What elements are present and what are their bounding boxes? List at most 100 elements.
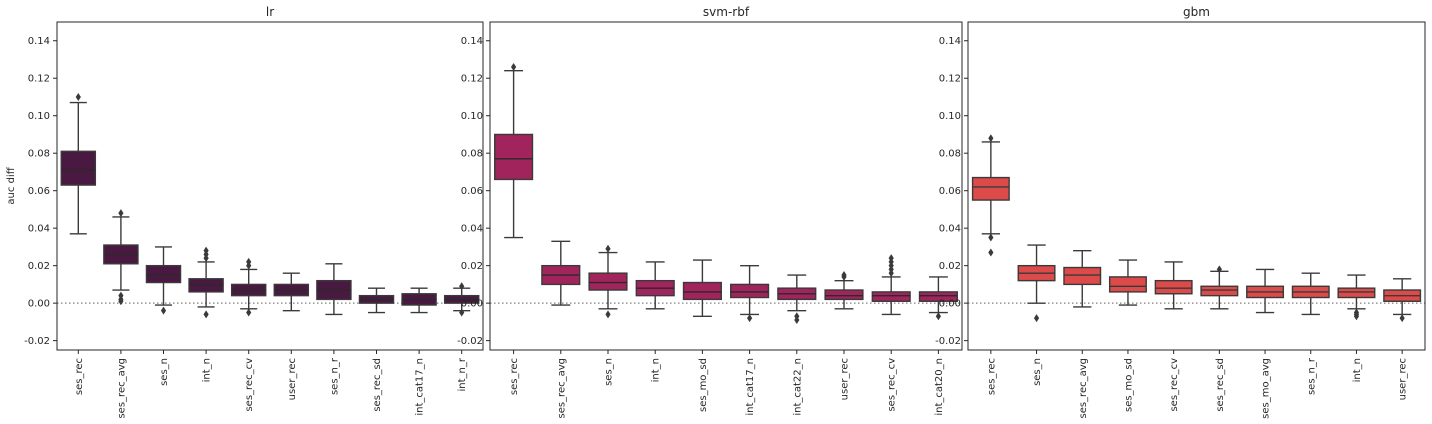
box-int_n (188, 246, 224, 319)
x-tick-label: int_cat22_n (792, 358, 803, 416)
box-int_n_r (443, 282, 480, 317)
plot-frame (489, 21, 963, 351)
box-ses_n (145, 246, 182, 315)
outlier-point (459, 282, 465, 291)
y-tick-label: 0.00 (939, 299, 961, 310)
outlier-point (118, 209, 124, 218)
outlier-point (747, 314, 753, 323)
outlier-point (75, 92, 81, 101)
box-ses_n_r (316, 263, 352, 316)
box-ses_rec_cv (871, 254, 911, 316)
outlier-point (888, 254, 894, 263)
iqr-box (971, 176, 1010, 201)
y-tick-label: 0.06 (461, 186, 483, 197)
y-tick-label: 0.02 (461, 261, 483, 272)
box-int_cat20_n (918, 276, 958, 321)
x-tick-label: ses_rec (74, 358, 85, 395)
x-tick-label: ses_rec_cv (244, 358, 255, 412)
outlier-point (459, 308, 465, 317)
outlier-point (841, 271, 847, 280)
iqr-box (60, 150, 97, 186)
y-axis-label: auc diff (6, 166, 17, 204)
x-tick-label: int_n (202, 358, 213, 382)
x-tick-label: ses_mo_sd (1123, 358, 1134, 412)
x-tick-label: ses_rec (986, 358, 997, 395)
y-tick-label: 0.04 (461, 224, 483, 235)
box-ses_rec_avg (1063, 249, 1102, 308)
x-tick-label: int_n (651, 358, 662, 382)
y-tick-label: 0.12 (939, 74, 961, 85)
box-ses_rec_sd (358, 287, 395, 314)
outlier-point (1399, 314, 1405, 323)
x-tick-label: ses_rec (509, 358, 520, 395)
outlier-point (246, 308, 252, 317)
y-tick-label: 0.12 (28, 74, 50, 85)
outlier-point (1216, 265, 1222, 274)
box-int_n (1337, 274, 1376, 321)
box-ses_mo_sd (1108, 259, 1147, 306)
plot-frame (967, 21, 1426, 351)
x-tick-label: ses_rec_sd (1215, 358, 1226, 412)
outlier-point (988, 233, 994, 242)
box-int_cat22_n (777, 274, 817, 325)
y-tick-label: 0.04 (28, 224, 50, 235)
x-tick-label: ses_rec_cv (1169, 358, 1180, 412)
y-tick-label: 0.00 (28, 299, 50, 310)
y-tick-label: -0.02 (24, 336, 50, 347)
y-tick-label: 0.10 (461, 111, 483, 122)
box-int_n (635, 261, 675, 310)
y-tick-label: 0.08 (461, 149, 483, 160)
y-tick-label: 0.10 (939, 111, 961, 122)
x-tick-label: ses_rec_avg (1078, 358, 1089, 419)
outlier-point (246, 257, 252, 266)
y-tick-label: 0.02 (939, 261, 961, 272)
x-tick-label: user_rec (840, 358, 851, 400)
x-tick-label: ses_rec_avg (556, 358, 567, 419)
x-tick-label: int_n_r (457, 357, 468, 391)
x-tick-label: ses_rec_avg (116, 358, 127, 419)
y-tick-label: 0.14 (939, 36, 961, 47)
outlier-point (935, 312, 941, 321)
chart-title: svm-rbf (703, 5, 750, 19)
y-tick-label: 0.04 (939, 224, 961, 235)
x-tick-label: ses_rec_sd (372, 358, 383, 412)
box-ses_rec_avg (541, 240, 581, 306)
y-tick-label: 0.08 (939, 149, 961, 160)
x-tick-label: ses_n (159, 358, 170, 386)
y-tick-label: 0.00 (461, 299, 483, 310)
chart-panel-lr: 0.14 0.12 0.10 0.08 0.06 0.04 0.02 0.00 -0.02 ses… (6, 5, 484, 419)
outlier-point (203, 246, 209, 255)
box-ses_rec_avg (103, 209, 139, 306)
iqr-box (1337, 287, 1376, 299)
chart-panel-gbm: 0.14 0.12 0.10 0.08 0.06 0.04 0.02 0.00 -0.02 ses… (935, 5, 1426, 419)
x-tick-label: ses_mo_sd (698, 358, 709, 412)
x-tick-label: int_cat17_n (745, 358, 756, 416)
outlier-point (118, 297, 124, 306)
y-tick-label: 0.06 (939, 186, 961, 197)
iqr-box (145, 264, 182, 284)
outlier-point (511, 62, 517, 71)
outlier-point (203, 310, 209, 319)
x-tick-label: ses_rec_cv (887, 358, 898, 412)
chart-title: gbm (1183, 5, 1210, 19)
iqr-box (871, 291, 911, 302)
x-tick-label: int_cat20_n (934, 358, 945, 416)
x-tick-label: int_n (1352, 358, 1363, 382)
y-tick-label: 0.08 (28, 149, 50, 160)
y-tick-label: -0.02 (457, 336, 483, 347)
outlier-point (1033, 314, 1040, 323)
box-int_cat17_n (401, 287, 437, 314)
box-ses_rec_cv (230, 257, 267, 317)
chart-title: lr (266, 5, 274, 19)
outlier-point (1353, 312, 1360, 321)
outlier-point (988, 134, 994, 143)
x-tick-label: ses_n (604, 358, 615, 386)
x-tick-label: ses_mo_avg (1261, 358, 1272, 419)
iqr-box (494, 133, 534, 181)
iqr-box (682, 281, 722, 301)
outlier-point (794, 316, 800, 325)
box-ses_rec (60, 92, 97, 235)
x-tick-label: user_rec (1398, 358, 1409, 400)
box-user_rec (273, 272, 310, 312)
